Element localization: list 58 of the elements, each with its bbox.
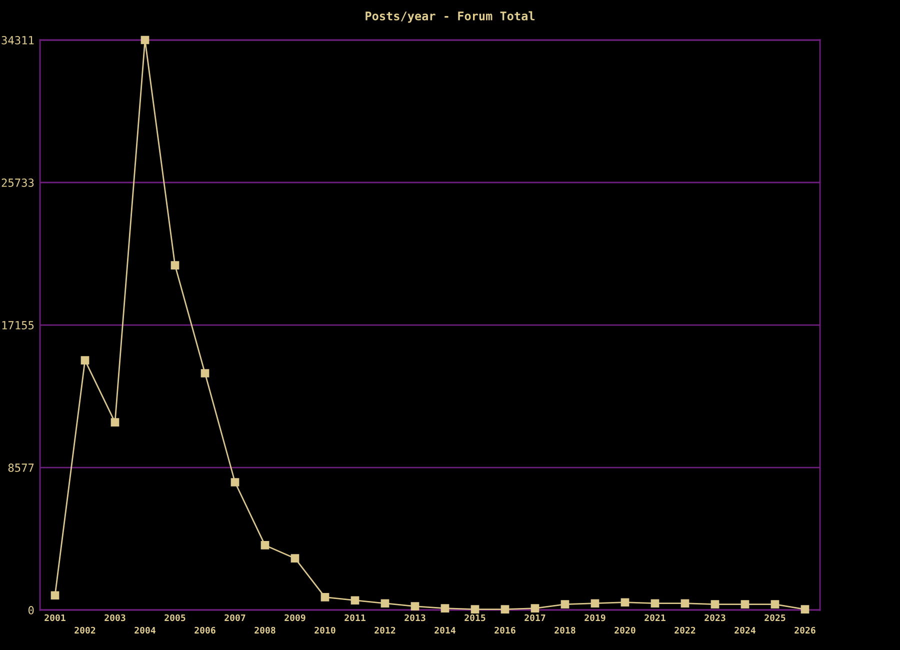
x-tick-label: 2016 — [494, 626, 516, 634]
point — [200, 369, 210, 378]
point — [470, 605, 480, 614]
x-tick-label: 2017 — [524, 614, 546, 622]
x-tick-label: 2009 — [284, 614, 306, 622]
point — [140, 36, 150, 44]
x-tick-label: 2010 — [314, 626, 336, 634]
x-tick-label: 2022 — [674, 626, 696, 634]
x-tick-label: 2008 — [254, 626, 276, 634]
x-tick-label: 2026 — [794, 626, 816, 634]
x-tick-label: 2025 — [764, 614, 786, 622]
x-tick-label: 2020 — [614, 626, 636, 634]
x-tick-label: 2024 — [734, 626, 756, 634]
x-tick-label: 2023 — [704, 614, 726, 622]
point — [440, 604, 450, 613]
x-tick-label: 2019 — [584, 614, 606, 622]
x-tick-label: 2004 — [134, 626, 156, 634]
point — [350, 596, 360, 605]
point — [50, 591, 60, 600]
point — [650, 599, 660, 608]
point — [260, 541, 270, 550]
x-tick-label: 2001 — [44, 614, 66, 622]
point — [770, 600, 780, 609]
point — [590, 599, 600, 608]
point — [500, 605, 510, 614]
point — [230, 478, 240, 486]
y-tick-label: 34311 — [2, 36, 34, 44]
x-tick-label: 2021 — [644, 614, 666, 622]
point — [620, 598, 630, 607]
y-tick-label: 25733 — [2, 178, 34, 187]
point — [800, 605, 810, 614]
x-tick-label: 2018 — [554, 626, 576, 634]
point — [410, 602, 420, 611]
point — [530, 604, 540, 613]
point — [80, 356, 90, 364]
x-tick-label: 2012 — [374, 626, 396, 634]
x-tick-label: 2013 — [404, 614, 426, 622]
y-tick-label: 0 — [28, 606, 34, 614]
x-tick-label: 2007 — [224, 614, 246, 622]
x-tick-label: 2015 — [464, 614, 486, 622]
x-tick-label: 2011 — [344, 614, 366, 622]
point — [110, 418, 120, 426]
x-tick-label: 2005 — [164, 614, 186, 622]
point — [320, 593, 330, 602]
x-tick-label: 2006 — [194, 626, 216, 634]
point — [170, 261, 180, 270]
x-tick-label: 2003 — [104, 614, 126, 622]
y-tick-label: 8577 — [8, 464, 34, 472]
point — [380, 599, 390, 608]
y-tick-label: 17155 — [2, 321, 34, 330]
point — [710, 600, 720, 609]
x-tick-label: 2002 — [74, 626, 96, 634]
point — [290, 554, 300, 562]
x-tick-label: 2014 — [434, 626, 456, 634]
point — [740, 600, 750, 609]
point — [560, 600, 570, 609]
chart-title: Posts/year - Forum Total — [366, 11, 534, 23]
point — [680, 599, 690, 608]
